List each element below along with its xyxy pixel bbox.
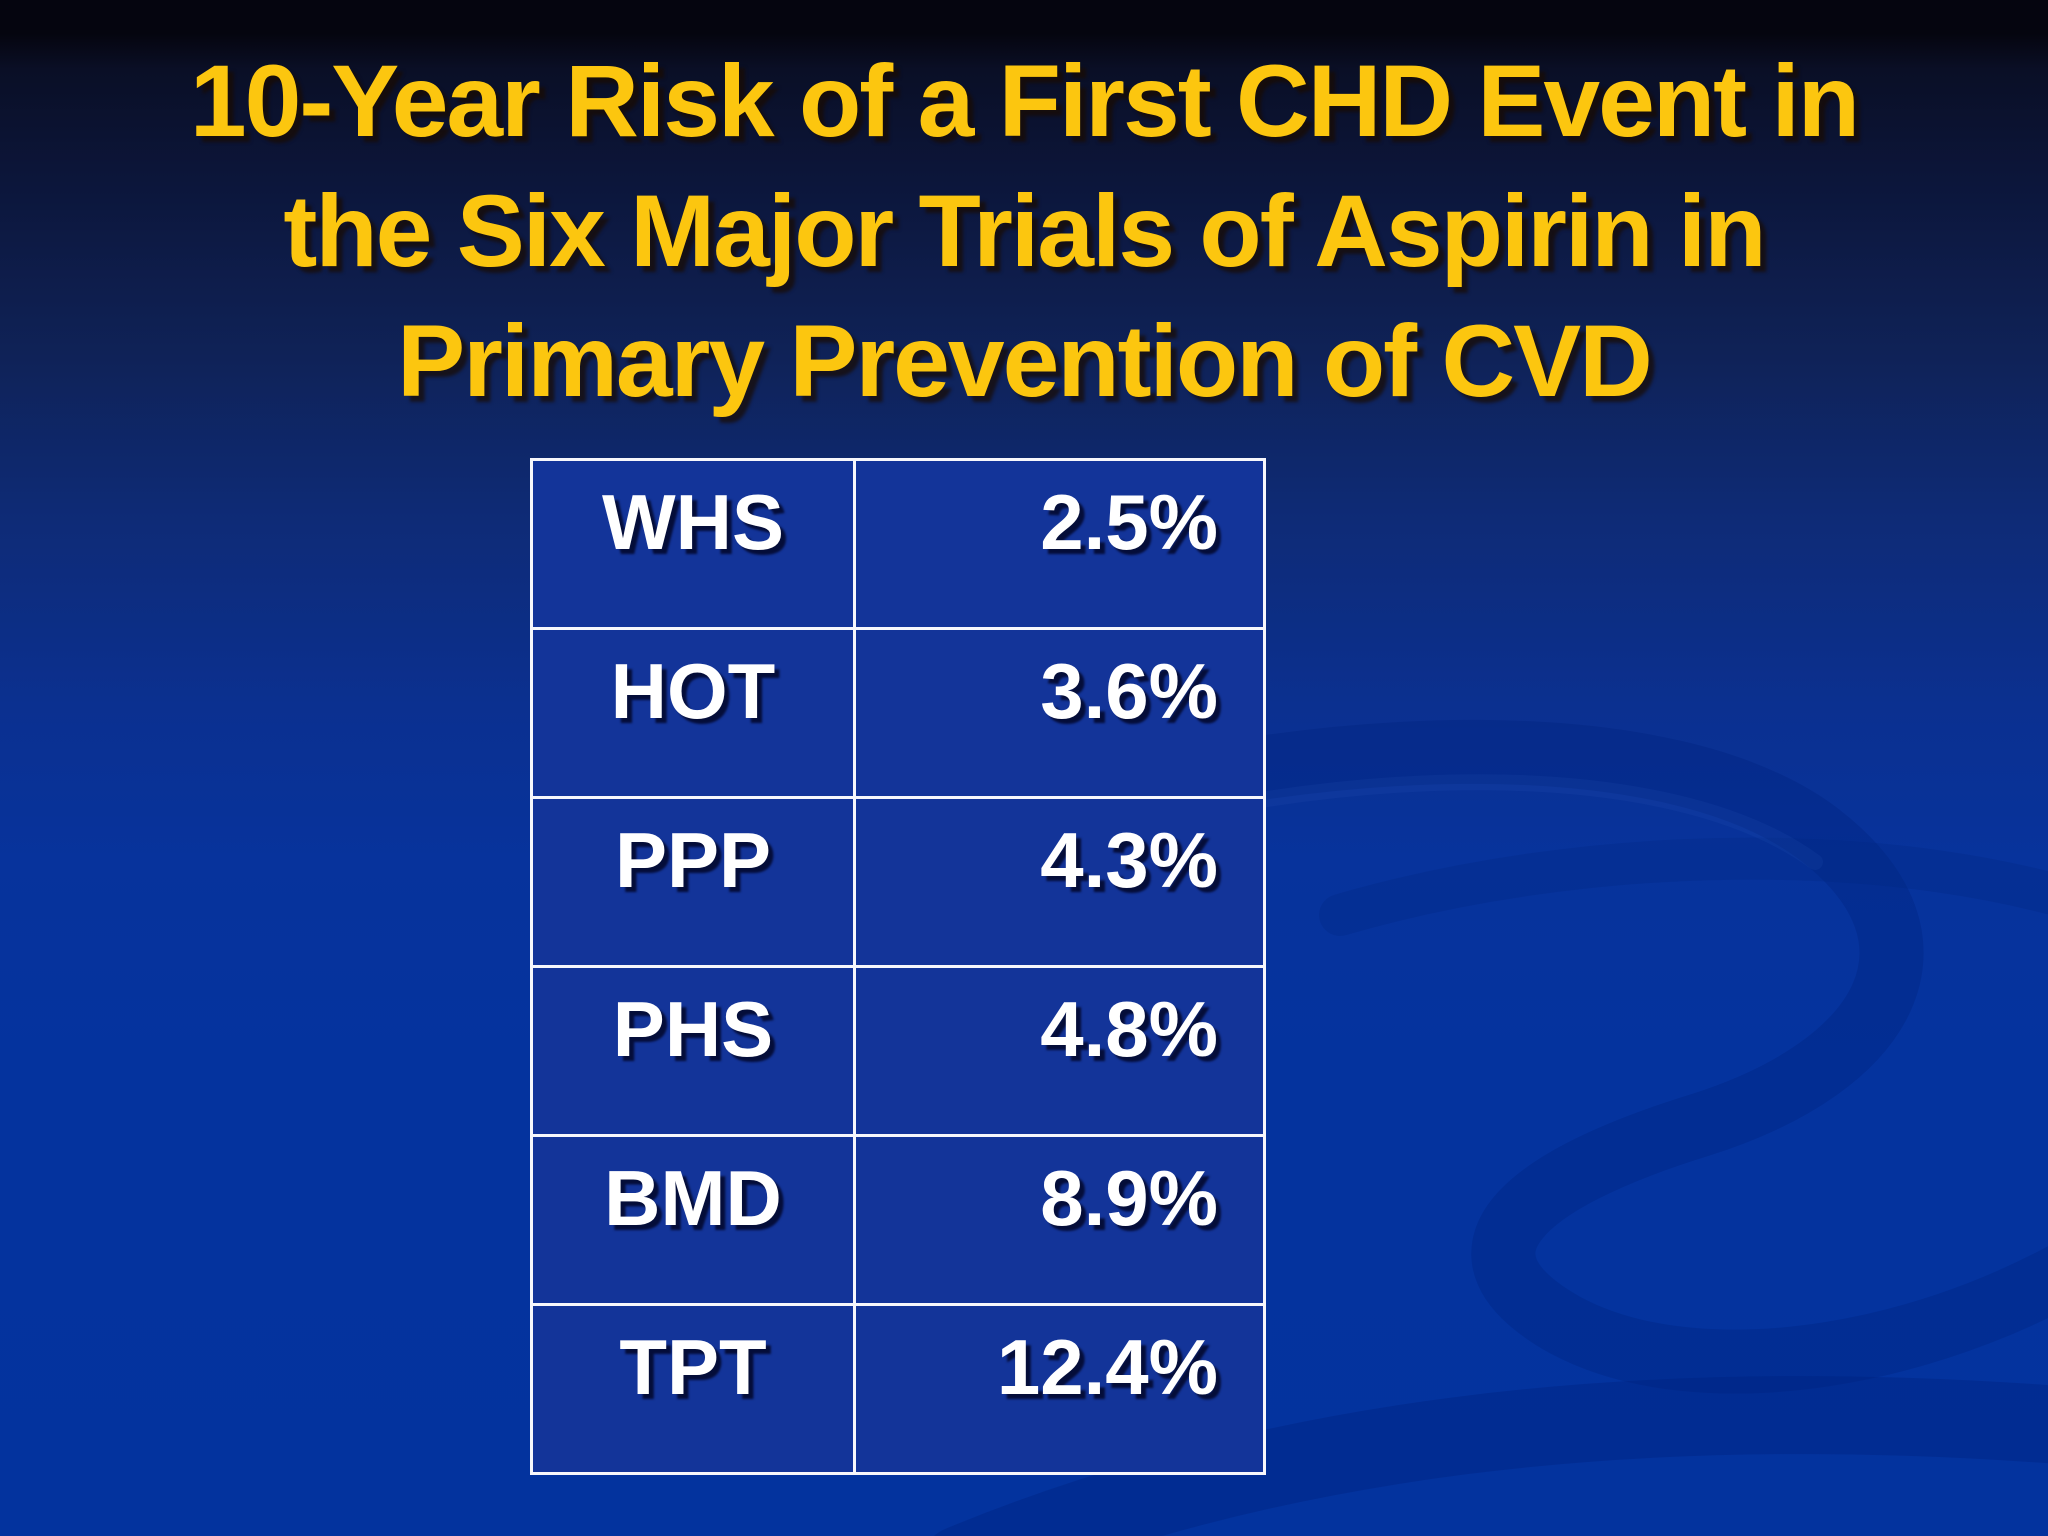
title-line-2: the Six Major Trials of Aspirin in (283, 174, 1766, 288)
table-row: BMD 8.9% (530, 1134, 1266, 1306)
risk-value-cell: 2.5% (853, 458, 1266, 630)
trial-name-cell: PHS (530, 965, 856, 1137)
trial-name-cell: WHS (530, 458, 856, 630)
trial-name-cell: TPT (530, 1303, 856, 1475)
table-row: TPT 12.4% (530, 1303, 1266, 1475)
table-row: PHS 4.8% (530, 965, 1266, 1137)
risk-value-cell: 8.9% (853, 1134, 1266, 1306)
title-line-3: Primary Prevention of CVD (397, 304, 1653, 418)
risk-value-cell: 4.3% (853, 796, 1266, 968)
risk-table-body: WHS 2.5% HOT 3.6% PPP 4.3% PHS 4.8% BMD … (530, 458, 1266, 1475)
trial-name-cell: HOT (530, 627, 856, 799)
trial-name-cell: PPP (530, 796, 856, 968)
slide-title: 10-Year Risk of a First CHD Event in the… (0, 36, 2048, 426)
trial-name-cell: BMD (530, 1134, 856, 1306)
risk-value-cell: 12.4% (853, 1303, 1266, 1475)
risk-value-cell: 3.6% (853, 627, 1266, 799)
risk-table: WHS 2.5% HOT 3.6% PPP 4.3% PHS 4.8% BMD … (530, 458, 1266, 1475)
table-row: HOT 3.6% (530, 627, 1266, 799)
risk-value-cell: 4.8% (853, 965, 1266, 1137)
table-row: PPP 4.3% (530, 796, 1266, 968)
table-row: WHS 2.5% (530, 458, 1266, 630)
title-line-1: 10-Year Risk of a First CHD Event in (189, 44, 1860, 158)
